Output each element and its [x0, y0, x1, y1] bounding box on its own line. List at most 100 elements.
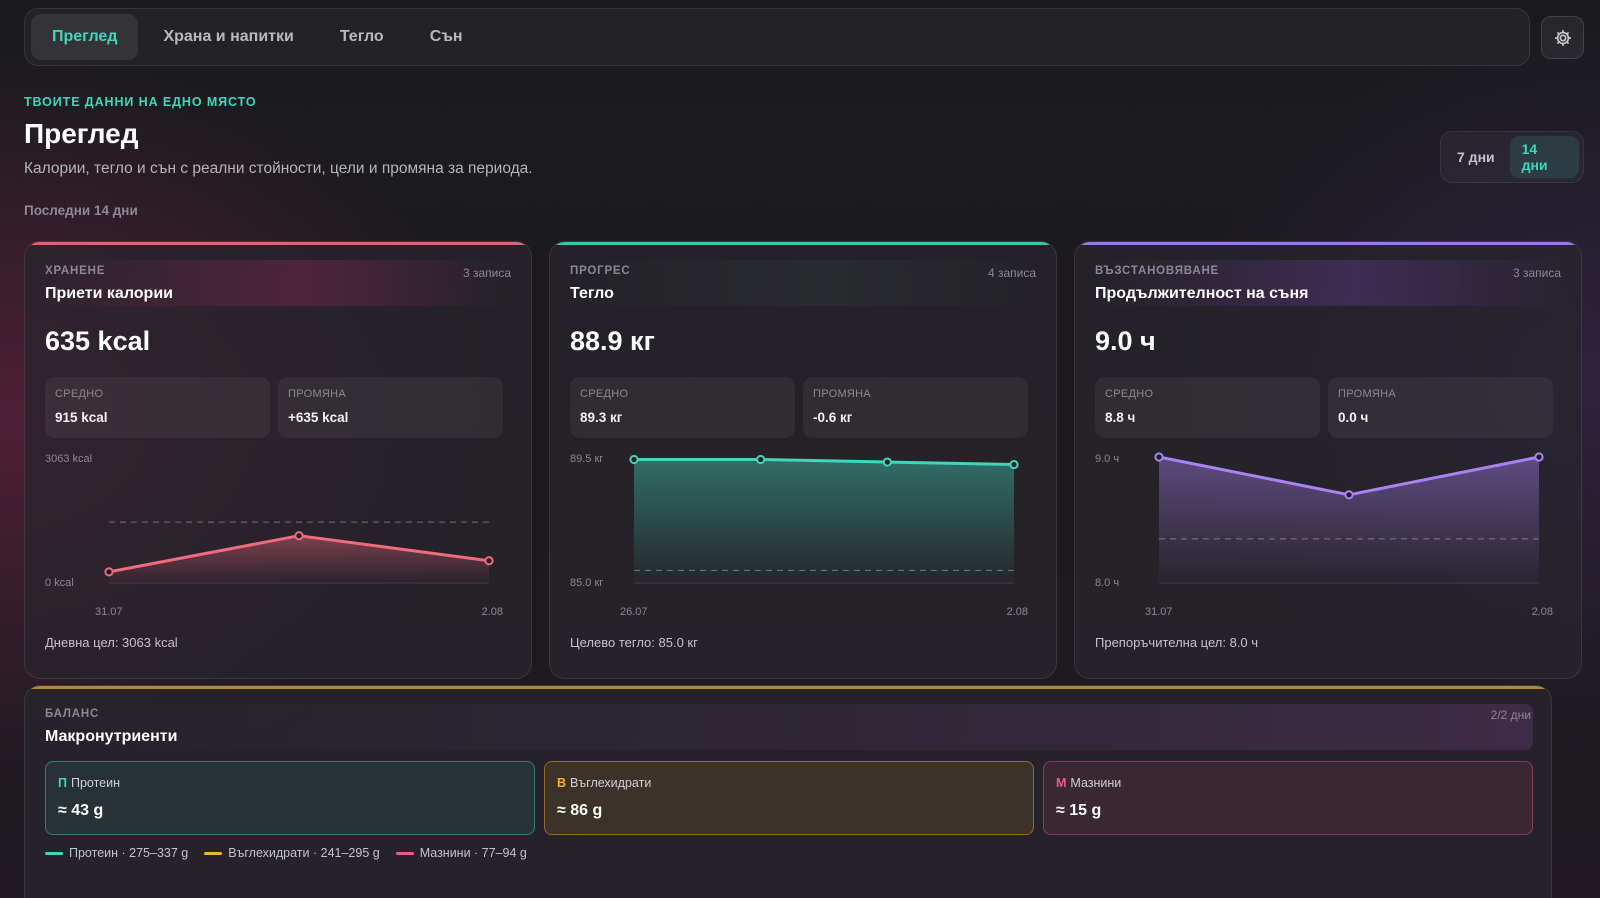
card-header-glow: [43, 704, 1533, 750]
current-value: 9.0 ч: [1095, 326, 1156, 356]
protein-name: Протеин: [70, 776, 121, 790]
tab-weight[interactable]: Тегло: [339, 28, 384, 45]
x-axis-start-label: 31.07: [95, 606, 123, 618]
goal-note: Дневна цел: 3063 kcal: [45, 635, 178, 650]
chart-point[interactable]: [1344, 490, 1354, 500]
y-axis-max-label: 3063 kcal: [45, 453, 92, 465]
card-kicker: БАЛАНС: [45, 708, 100, 720]
legend-item-fat: Мазнини · 77–94 g: [395, 846, 527, 860]
y-axis-max-label: 9.0 ч: [1095, 453, 1119, 465]
chart-point[interactable]: [882, 457, 892, 467]
current-value: 88.9 кг: [570, 326, 655, 356]
macros-legend: Протеин · 275–337 g Въглехидрати · 241–2…: [45, 846, 527, 860]
card-title: Макронутриенти: [45, 728, 178, 745]
page-subtitle: Калории, тегло и сън с реални стойности,…: [24, 160, 533, 177]
chart-point[interactable]: [1534, 452, 1544, 462]
page-eyebrow: ТВОИТЕ ДАННИ НА ЕДНО МЯСТО: [24, 95, 257, 109]
average-stat: СРЕДНО 89.3 кг: [570, 377, 795, 438]
legend-label: Протеин · 275–337 g: [69, 846, 189, 860]
card-kicker: ПРОГРЕС: [570, 265, 631, 277]
goal-note: Препоръчителна цел: 8.0 ч: [1095, 635, 1259, 650]
card-title: Тегло: [570, 285, 614, 302]
legend-label: Мазнини · 77–94 g: [419, 846, 527, 860]
carbs-letter: В: [557, 776, 567, 790]
chart-area: [109, 535, 489, 583]
chart-area: [1159, 457, 1539, 583]
change-label: ПРОМЯНА: [813, 388, 872, 400]
change-stat: ПРОМЯНА +635 kcal: [278, 377, 503, 438]
fat-box: М Мазнини ≈ 15 g: [1043, 761, 1533, 835]
change-label: ПРОМЯНА: [288, 388, 347, 400]
chart-point[interactable]: [1009, 459, 1019, 470]
carbs-header: В Въглехидрати: [557, 776, 651, 790]
card-header-glow: [1093, 260, 1565, 306]
goal-note: Целево тегло: 85.0 кг: [570, 635, 698, 650]
range-toggle: 7 дни 14 дни: [1440, 131, 1584, 183]
average-stat: СРЕДНО 915 kcal: [45, 377, 270, 438]
chart-point[interactable]: [484, 556, 494, 566]
legend-swatch: [204, 851, 223, 855]
top-navigation: Преглед Храна и напитки Тегло Сън: [24, 8, 1530, 66]
fat-name: Мазнини: [1070, 776, 1122, 790]
tab-food-drinks[interactable]: Храна и напитки: [163, 28, 294, 45]
range-14-days-button[interactable]: 14 дни: [1509, 136, 1579, 178]
chart-point[interactable]: [1154, 452, 1164, 462]
range-7-days-button[interactable]: 7 дни: [1457, 149, 1495, 165]
y-axis-min-label: 8.0 ч: [1095, 577, 1119, 589]
carbs-box: В Въглехидрати ≈ 86 g: [544, 761, 1034, 835]
tab-sleep[interactable]: Сън: [429, 28, 463, 45]
weight-card: ПРОГРЕС 4 записа Тегло 88.9 кг СРЕДНО 89…: [549, 241, 1057, 679]
average-value: 915 kcal: [55, 410, 108, 425]
average-value: 8.8 ч: [1105, 410, 1136, 425]
chart-point[interactable]: [294, 531, 304, 541]
calories-card: ХРАНЕНЕ 3 записа Приети калории 635 kcal…: [24, 241, 532, 679]
carbs-amount: ≈ 86 g: [557, 802, 603, 819]
change-value: 0.0 ч: [1338, 410, 1369, 425]
weight-chart: 89.5 кг 85.0 кг 26.07 2.08: [570, 453, 1028, 618]
period-label: Последни 14 дни: [24, 203, 138, 218]
protein-box: П Протеин ≈ 43 g: [45, 761, 535, 835]
page-title: Преглед: [24, 118, 139, 149]
chart-point[interactable]: [104, 567, 114, 577]
y-axis-max-label: 89.5 кг: [570, 453, 603, 465]
card-header-glow: [568, 260, 1040, 306]
legend-swatch: [45, 851, 63, 855]
x-axis-start-label: 26.07: [620, 606, 648, 618]
record-count: 4 записа: [987, 266, 1036, 280]
fat-letter: М: [1056, 776, 1067, 790]
sleep-chart: 9.0 ч 8.0 ч 31.07 2.08: [1095, 452, 1553, 618]
average-label: СРЕДНО: [55, 388, 104, 400]
fat-header: М Мазнини: [1056, 776, 1121, 790]
x-axis-start-label: 31.07: [1145, 606, 1173, 618]
average-label: СРЕДНО: [580, 388, 629, 400]
record-count: 3 записа: [462, 266, 511, 280]
chart-series-line: [634, 458, 1015, 467]
chart-point[interactable]: [756, 454, 766, 465]
chart-point[interactable]: [629, 454, 639, 465]
y-axis-min-label: 0 kcal: [45, 577, 74, 589]
change-stat: ПРОМЯНА 0.0 ч: [1328, 377, 1553, 438]
x-axis-end-label: 2.08: [482, 606, 503, 618]
settings-button[interactable]: [1541, 16, 1584, 59]
fat-amount: ≈ 15 g: [1056, 802, 1102, 819]
x-axis-end-label: 2.08: [1532, 606, 1553, 618]
card-title: Продължителност на съня: [1095, 285, 1309, 302]
record-count: 3 записа: [1512, 266, 1561, 280]
change-value: +635 kcal: [288, 410, 349, 425]
card-header-glow: [43, 260, 515, 306]
change-label: ПРОМЯНА: [1338, 388, 1397, 400]
protein-amount: ≈ 43 g: [58, 802, 104, 819]
y-axis-min-label: 85.0 кг: [570, 577, 603, 589]
card-kicker: ХРАНЕНЕ: [45, 265, 106, 277]
days-count: 2/2 дни: [1490, 708, 1531, 722]
change-stat: ПРОМЯНА -0.6 кг: [803, 377, 1028, 438]
x-axis-end-label: 2.08: [1007, 606, 1028, 618]
protein-letter: П: [58, 776, 67, 790]
tab-overview[interactable]: Преглед: [31, 14, 139, 60]
legend-swatch: [395, 851, 414, 855]
change-value: -0.6 кг: [813, 410, 853, 425]
average-stat: СРЕДНО 8.8 ч: [1095, 377, 1320, 438]
chart-area: [634, 459, 1014, 583]
legend-item-carbs: Въглехидрати · 241–295 g: [204, 846, 380, 860]
calories-chart: 3063 kcal 0 kcal 31.07 2.08: [45, 453, 503, 618]
